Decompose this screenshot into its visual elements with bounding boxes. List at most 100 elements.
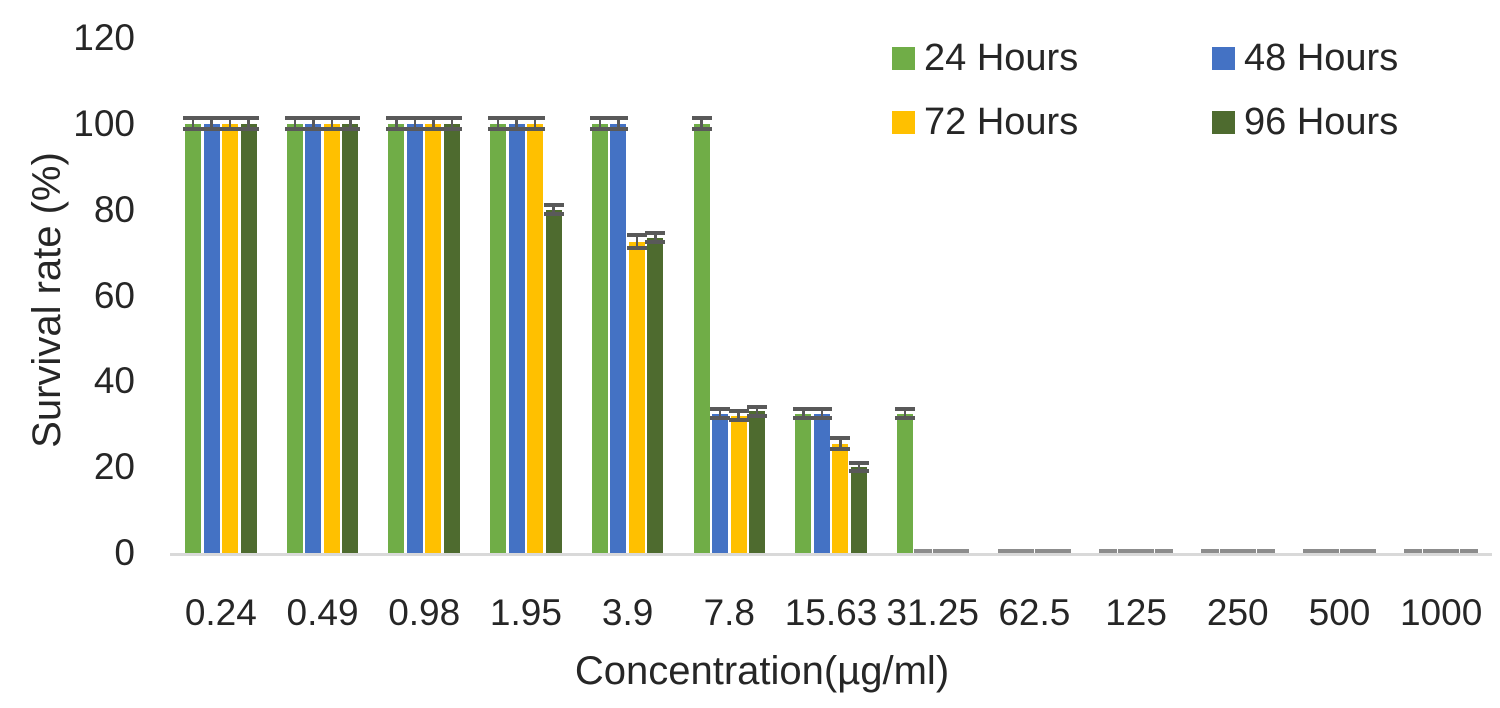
zero-error-cap — [1117, 549, 1136, 553]
error-bar-cap — [404, 127, 425, 132]
error-bar-cap — [238, 127, 259, 132]
bar-96-hours-0.98 — [443, 123, 460, 553]
error-bar-line — [718, 409, 722, 418]
bar-48-hours-15.63 — [813, 413, 830, 553]
zero-error-cap — [1238, 549, 1257, 553]
bar-72-hours-7.8 — [730, 415, 747, 553]
bar-72-hours-0.49 — [323, 123, 340, 553]
error-bar-cap — [423, 127, 444, 132]
error-bar-cap — [894, 407, 915, 412]
error-bar-line — [857, 462, 860, 472]
error-bar-line — [330, 118, 334, 130]
error-bar-line — [617, 118, 620, 130]
error-bar-cap — [543, 211, 564, 216]
error-bar-cap — [608, 116, 629, 121]
y-tick-label: 120 — [73, 17, 135, 58]
legend-swatch — [892, 110, 915, 134]
bar-96-hours-15.63 — [850, 467, 867, 553]
error-bar-line — [737, 411, 740, 420]
x-tick-label: 1000 — [1399, 592, 1483, 633]
y-tick-label: 60 — [93, 274, 135, 316]
error-bar-cap — [830, 436, 851, 441]
error-bar-line — [312, 118, 315, 130]
error-bar-line — [755, 407, 759, 416]
error-bar-cap — [691, 116, 712, 121]
legend: 24 Hours 48 Hours 72 Hours 96 Hours — [892, 36, 1398, 144]
y-tick-label: 40 — [93, 360, 135, 402]
bar-24-hours-3.9 — [591, 123, 608, 553]
error-bar-cap — [830, 446, 851, 451]
bar-72-hours-0.98 — [425, 123, 442, 553]
bar-72-hours-3.9 — [628, 241, 645, 553]
legend-item-48-hours: 48 Hours — [1212, 36, 1398, 80]
error-bar-cap — [848, 469, 869, 474]
error-bar-line — [496, 118, 500, 130]
error-bar-cap — [848, 460, 869, 465]
error-bar-line — [598, 118, 602, 130]
error-bar-cap — [404, 116, 425, 121]
error-bar-cap — [589, 116, 610, 121]
bar-24-hours-0.49 — [286, 123, 303, 553]
bar-48-hours-0.49 — [305, 123, 322, 553]
x-tick-label: 500 — [1308, 592, 1371, 633]
zero-error-cap — [1016, 549, 1035, 553]
zero-error-cap — [932, 549, 951, 553]
error-bar-cap — [525, 127, 546, 132]
error-bar-cap — [645, 231, 666, 236]
bar-48-hours-7.8 — [712, 413, 729, 553]
error-bar-line — [654, 233, 657, 242]
error-bar-line — [700, 118, 703, 130]
bar-24-hours-31.25 — [896, 413, 913, 553]
y-tick-label: 0 — [114, 532, 135, 573]
y-tick-label: 80 — [93, 188, 135, 230]
x-tick-label: 31.25 — [886, 592, 979, 633]
error-bar-cap — [284, 127, 305, 132]
zero-error-cap — [1321, 549, 1340, 553]
error-bar-line — [820, 409, 823, 418]
error-bar-cap — [340, 116, 361, 121]
legend-label: 72 Hours — [924, 101, 1079, 143]
error-bar-cap — [386, 116, 407, 121]
error-bar-cap — [728, 409, 749, 414]
error-bar-cap — [691, 127, 712, 132]
zero-error-cap — [1256, 549, 1275, 553]
error-bar-cap — [238, 116, 259, 121]
x-tick-label: 62.5 — [998, 592, 1071, 633]
error-bar-cap — [488, 127, 509, 132]
x-tick-label: 15.63 — [784, 592, 878, 633]
zero-error-cap — [1441, 549, 1460, 553]
error-bar-cap — [811, 415, 832, 420]
zero-error-cap — [1404, 549, 1423, 553]
x-tick-label: 0.98 — [388, 592, 461, 633]
error-bar-cap — [441, 127, 462, 132]
x-tick-label: 7.8 — [703, 592, 756, 633]
bar-48-hours-0.98 — [406, 123, 423, 553]
bar-24-hours-7.8 — [693, 123, 710, 553]
bar-24-hours-15.63 — [795, 413, 812, 553]
plot-area — [170, 38, 1492, 556]
error-bar-cap — [183, 127, 204, 132]
error-bar-cap — [340, 127, 361, 132]
error-bar-cap — [220, 127, 241, 132]
zero-error-cap — [1154, 549, 1173, 553]
zero-error-cap — [1136, 549, 1155, 553]
zero-error-cap — [1302, 549, 1321, 553]
error-bar-cap — [201, 127, 222, 132]
error-bar-cap — [811, 407, 832, 412]
bar-24-hours-0.24 — [185, 123, 202, 553]
legend-item-24-hours: 24 Hours — [892, 36, 1212, 80]
error-bar-cap — [747, 405, 768, 410]
bar-48-hours-3.9 — [610, 123, 627, 553]
zero-error-cap — [951, 549, 970, 553]
error-bar-cap — [710, 415, 731, 420]
zero-error-cap — [1034, 549, 1053, 553]
error-bar-cap — [525, 116, 546, 121]
error-bar-cap — [441, 116, 462, 121]
legend-item-72-hours: 72 Hours — [892, 100, 1212, 144]
bar-96-hours-1.95 — [545, 209, 562, 553]
x-tick-label: 3.9 — [601, 592, 654, 633]
x-tick-label: 0.24 — [184, 592, 257, 633]
legend-swatch — [1212, 46, 1235, 70]
zero-error-cap — [997, 549, 1016, 553]
bar-96-hours-0.24 — [240, 123, 257, 553]
